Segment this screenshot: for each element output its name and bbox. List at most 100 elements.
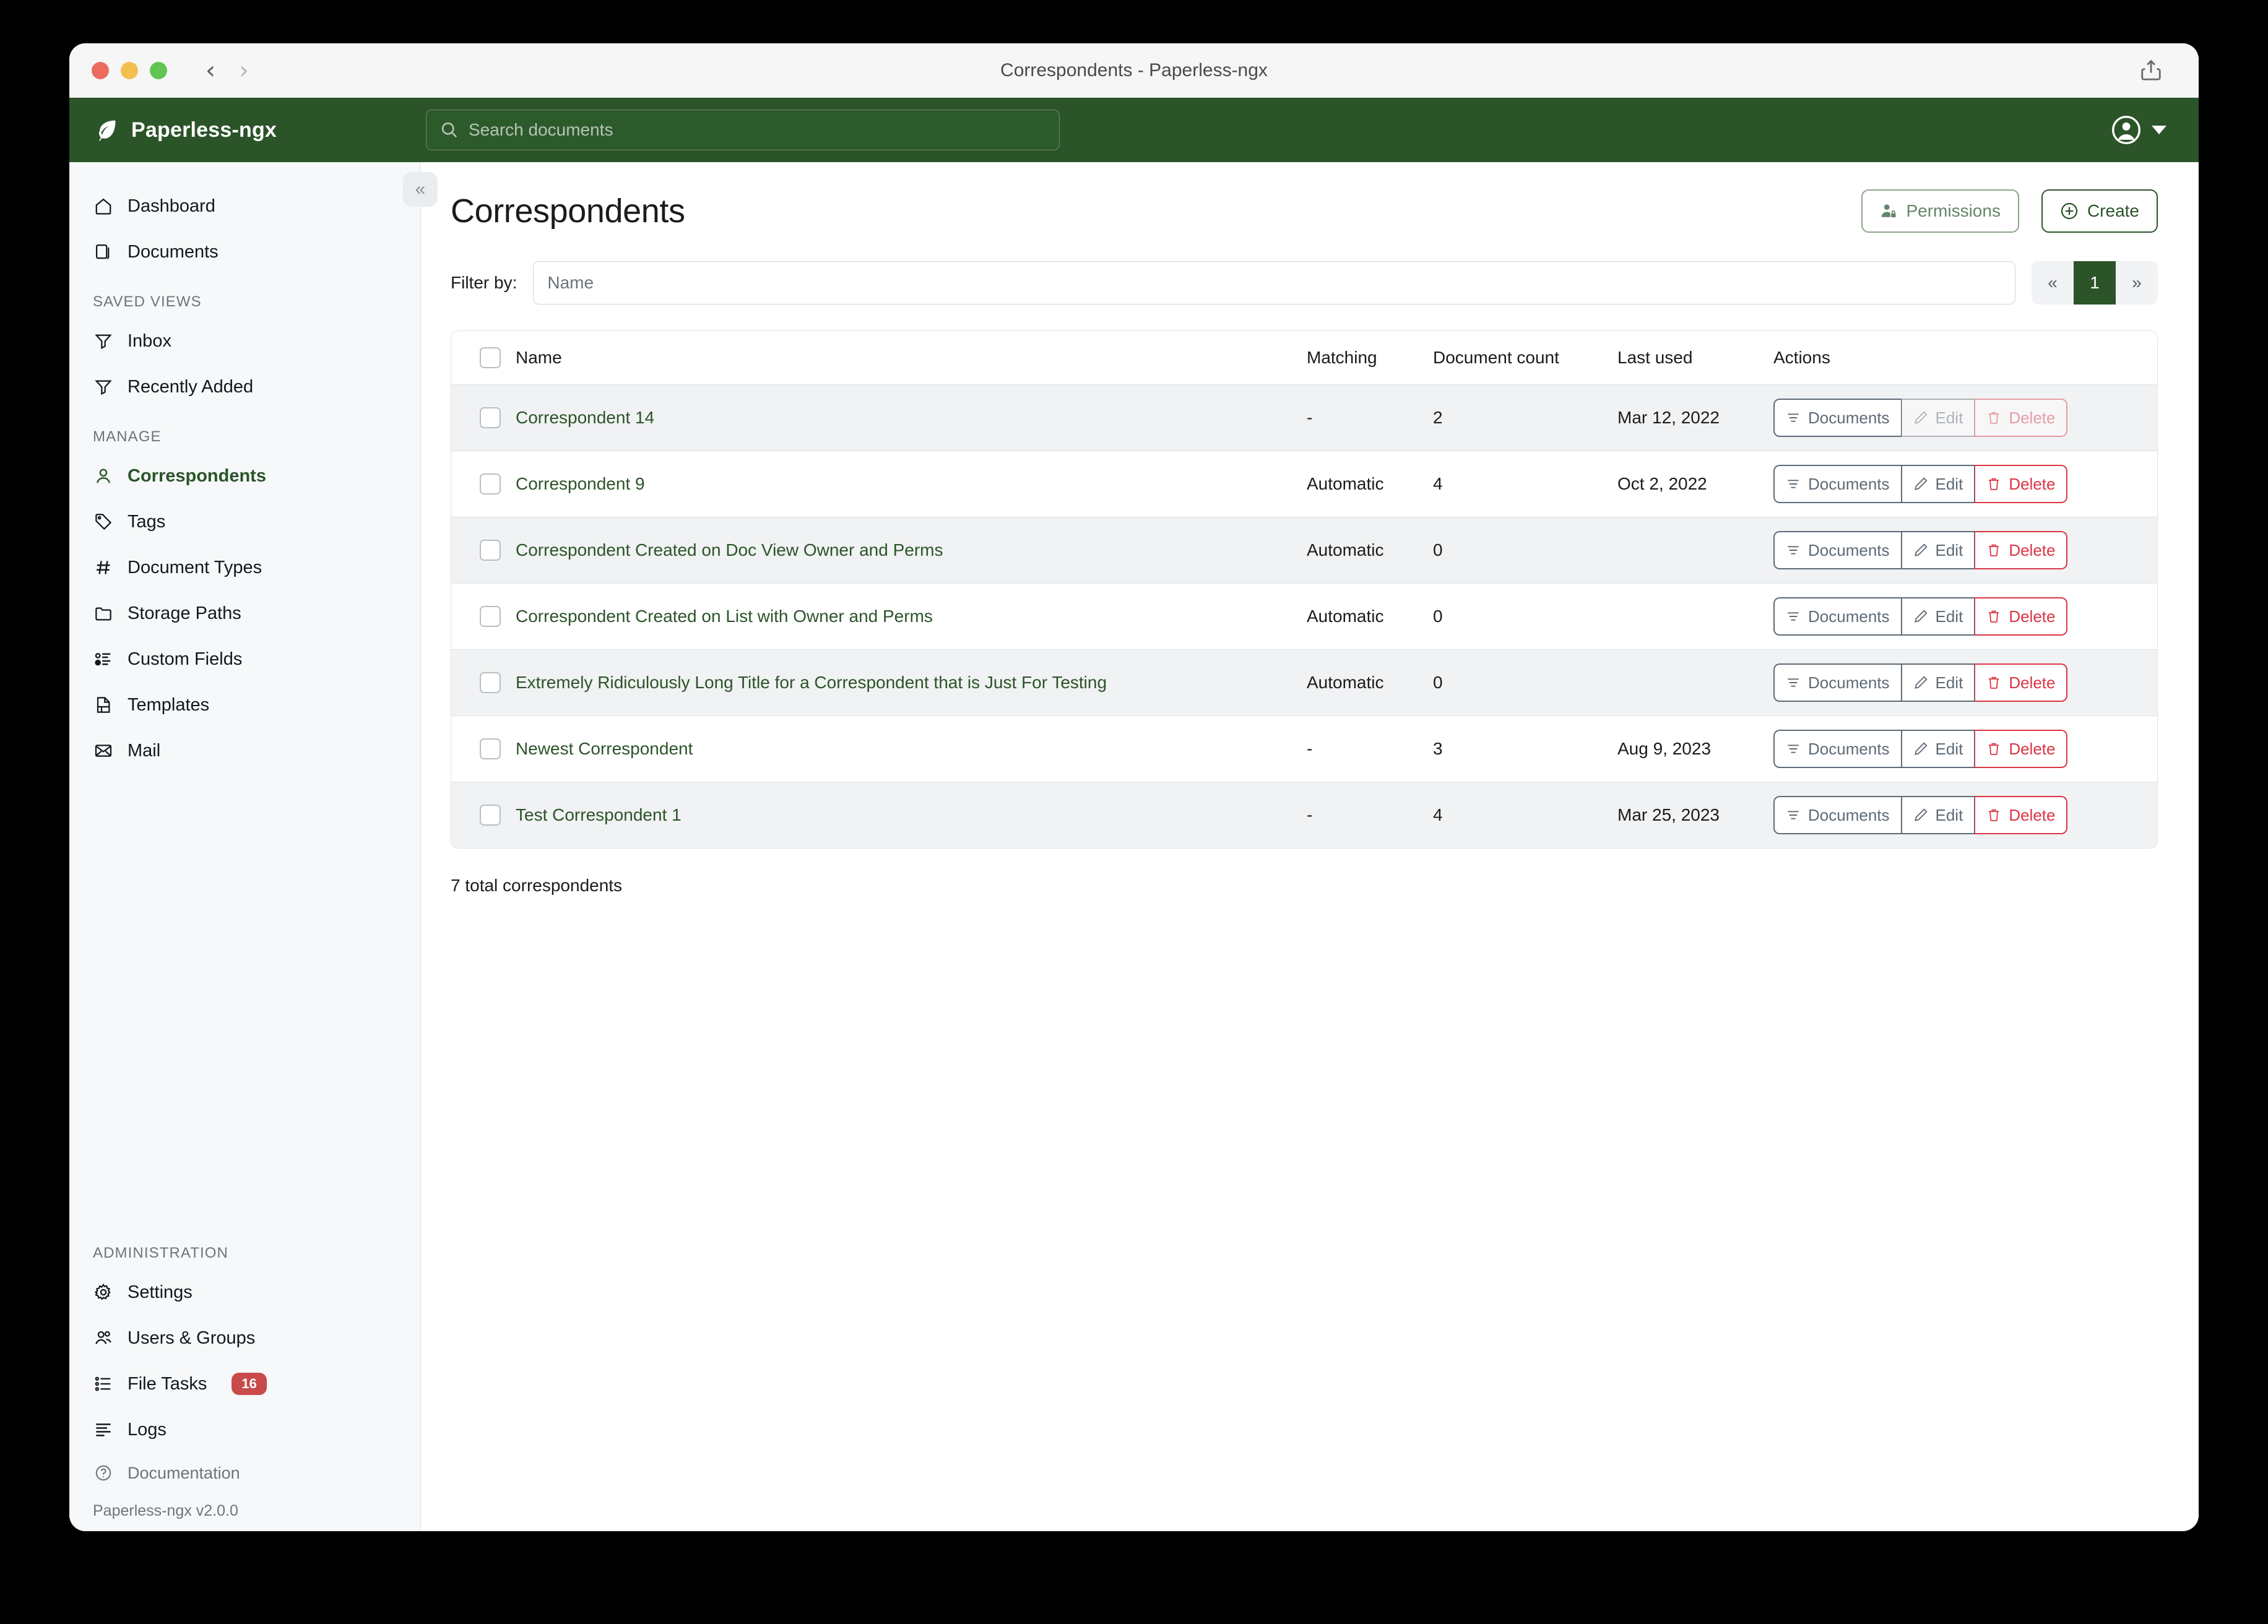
app-brand[interactable]: Paperless-ngx (93, 117, 420, 143)
user-account-menu[interactable] (2111, 114, 2166, 145)
pencil-icon (1913, 477, 1928, 491)
share-icon[interactable] (2139, 59, 2163, 82)
sidebar-item-correspondents[interactable]: Correspondents (69, 453, 420, 499)
row-edit-button[interactable]: Edit (1901, 465, 1975, 503)
sidebar-item-inbox[interactable]: Inbox (69, 318, 420, 364)
sidebar-item-document-types[interactable]: Document Types (69, 545, 420, 590)
tag-icon (93, 512, 114, 531)
correspondent-name-link[interactable]: Extremely Ridiculously Long Title for a … (516, 673, 1107, 692)
minimize-window-button[interactable] (121, 61, 138, 79)
column-header-name[interactable]: Name (516, 331, 1307, 385)
row-delete-button[interactable]: Delete (1975, 399, 2068, 437)
row-document-count-cell: 3 (1433, 715, 1617, 782)
maximize-window-button[interactable] (150, 61, 167, 79)
row-checkbox[interactable] (480, 540, 501, 561)
sidebar-item-custom-fields[interactable]: Custom Fields (69, 636, 420, 682)
row-documents-button[interactable]: Documents (1773, 796, 1902, 834)
select-all-checkbox[interactable] (480, 347, 501, 368)
create-button[interactable]: Create (2041, 189, 2158, 233)
row-documents-label: Documents (1808, 408, 1890, 427)
sidebar-item-label: Inbox (128, 330, 171, 351)
permissions-button[interactable]: Permissions (1861, 189, 2019, 233)
browser-window: ‹ › Correspondents - Paperless-ngx Paper… (69, 43, 2199, 1531)
row-documents-button[interactable]: Documents (1773, 597, 1902, 636)
row-last-used-cell (1617, 517, 1773, 584)
sidebar-item-mail[interactable]: Mail (69, 728, 420, 774)
row-edit-button[interactable]: Edit (1901, 399, 1975, 437)
row-delete-button[interactable]: Delete (1975, 796, 2068, 834)
row-action-group: Documents Edit Delete (1773, 730, 2068, 768)
correspondent-name-link[interactable]: Correspondent Created on Doc View Owner … (516, 540, 943, 559)
filter-row: Filter by: Name « 1 » (451, 261, 2158, 304)
pencil-icon (1913, 410, 1928, 425)
row-delete-button[interactable]: Delete (1975, 730, 2068, 768)
row-documents-label: Documents (1808, 540, 1890, 559)
pagination-prev-button[interactable]: « (2032, 261, 2074, 304)
search-input[interactable]: Search documents (426, 110, 1060, 150)
column-header-last-used[interactable]: Last used (1617, 331, 1773, 385)
close-window-button[interactable] (92, 61, 109, 79)
row-edit-button[interactable]: Edit (1901, 730, 1975, 768)
correspondent-name-link[interactable]: Correspondent 9 (516, 474, 645, 493)
correspondent-name-link[interactable]: Newest Correspondent (516, 739, 693, 758)
sidebar-item-settings[interactable]: Settings (69, 1269, 420, 1315)
sidebar-item-logs[interactable]: Logs (69, 1407, 420, 1453)
row-documents-button[interactable]: Documents (1773, 730, 1902, 768)
row-edit-button[interactable]: Edit (1901, 796, 1975, 834)
pagination-next-button[interactable]: » (2116, 261, 2158, 304)
sidebar-item-users-groups[interactable]: Users & Groups (69, 1315, 420, 1361)
sidebar-item-dashboard[interactable]: Dashboard (69, 183, 420, 229)
table-row: Extremely Ridiculously Long Title for a … (451, 649, 2157, 716)
row-delete-button[interactable]: Delete (1975, 465, 2068, 503)
sidebar-item-templates[interactable]: Templates (69, 682, 420, 728)
row-checkbox[interactable] (480, 606, 501, 627)
row-matching-cell: - (1307, 715, 1433, 782)
row-last-used-cell: Mar 25, 2023 (1617, 782, 1773, 848)
row-checkbox[interactable] (480, 672, 501, 693)
correspondent-name-link[interactable]: Correspondent Created on List with Owner… (516, 607, 933, 626)
search-icon (440, 121, 459, 139)
back-icon[interactable]: ‹ (206, 56, 215, 85)
pencil-icon (1913, 675, 1928, 690)
correspondent-name-link[interactable]: Test Correspondent 1 (516, 805, 682, 824)
row-delete-label: Delete (2009, 673, 2056, 692)
sidebar-item-documents[interactable]: Documents (69, 229, 420, 275)
column-header-document-count[interactable]: Document count (1433, 331, 1617, 385)
file-earmark-icon (93, 696, 114, 714)
row-checkbox[interactable] (480, 473, 501, 495)
search-placeholder: Search documents (469, 120, 613, 139)
trash-icon (1986, 609, 2001, 624)
sidebar-item-recently-added[interactable]: Recently Added (69, 364, 420, 410)
correspondent-name-link[interactable]: Correspondent 14 (516, 408, 655, 427)
sidebar-collapse-button[interactable]: « (403, 172, 438, 207)
row-checkbox[interactable] (480, 738, 501, 759)
sidebar-item-tags[interactable]: Tags (69, 499, 420, 545)
row-matching-cell: - (1307, 384, 1433, 451)
row-delete-label: Delete (2009, 805, 2056, 824)
forward-icon[interactable]: › (239, 56, 249, 85)
row-edit-button[interactable]: Edit (1901, 663, 1975, 702)
row-documents-label: Documents (1808, 607, 1890, 626)
row-last-used-cell: Aug 9, 2023 (1617, 715, 1773, 782)
row-documents-button[interactable]: Documents (1773, 531, 1902, 569)
filter-icon (1786, 410, 1801, 425)
row-documents-button[interactable]: Documents (1773, 465, 1902, 503)
row-checkbox[interactable] (480, 805, 501, 826)
sidebar-item-label: Custom Fields (128, 649, 243, 669)
row-documents-button[interactable]: Documents (1773, 663, 1902, 702)
filter-icon (1786, 675, 1801, 690)
filter-name-input[interactable]: Name (533, 261, 2015, 304)
sidebar-item-file-tasks[interactable]: File Tasks 16 (69, 1361, 420, 1407)
sidebar-item-storage-paths[interactable]: Storage Paths (69, 590, 420, 636)
sidebar-item-documentation[interactable]: Documentation (69, 1453, 420, 1493)
row-checkbox[interactable] (480, 407, 501, 428)
row-edit-button[interactable]: Edit (1901, 531, 1975, 569)
column-header-matching[interactable]: Matching (1307, 331, 1433, 385)
row-delete-button[interactable]: Delete (1975, 663, 2068, 702)
row-documents-button[interactable]: Documents (1773, 399, 1902, 437)
row-select-cell (451, 517, 516, 584)
row-delete-button[interactable]: Delete (1975, 531, 2068, 569)
row-edit-button[interactable]: Edit (1901, 597, 1975, 636)
row-delete-button[interactable]: Delete (1975, 597, 2068, 636)
pagination-page-1[interactable]: 1 (2074, 261, 2116, 304)
